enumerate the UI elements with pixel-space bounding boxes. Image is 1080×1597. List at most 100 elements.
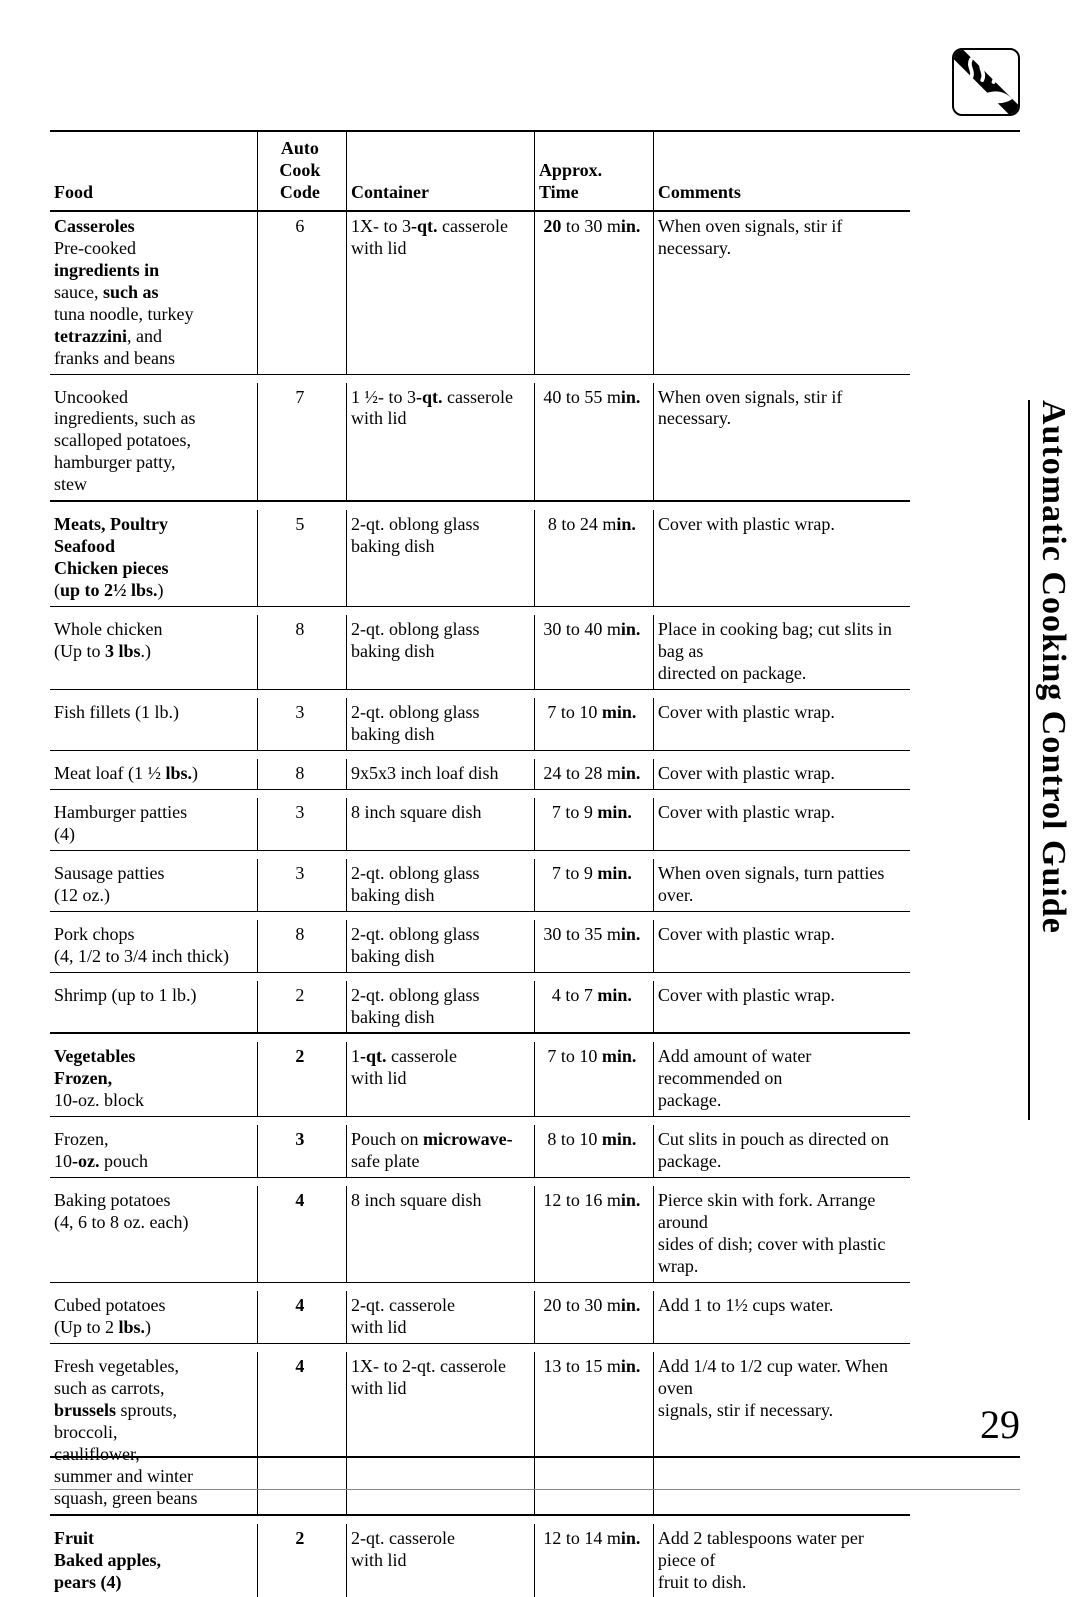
cell-code: 6 bbox=[257, 211, 346, 374]
cell-food: CasserolesPre-cookedingredients insauce,… bbox=[50, 211, 257, 374]
cooking-guide-table: Food Auto CookCode Container Approx. Tim… bbox=[50, 132, 910, 1597]
cell-container: 2-qt. oblong glassbaking dish bbox=[347, 920, 535, 972]
table-row: Cubed potatoes(Up to 2 lbs.)42-qt. casse… bbox=[50, 1291, 910, 1343]
steam-icon bbox=[952, 48, 1020, 116]
cell-comments: Add 2 tablespoons water per piece offrui… bbox=[653, 1524, 910, 1597]
cell-container: 2-qt. casserolewith lid bbox=[347, 1291, 535, 1343]
cell-code: 2 bbox=[257, 1524, 346, 1597]
cell-code: 3 bbox=[257, 698, 346, 750]
cell-comments: When oven signals, stir if necessary. bbox=[653, 383, 910, 502]
cell-code: 4 bbox=[257, 1291, 346, 1343]
cell-food: Uncookedingredients, such asscalloped po… bbox=[50, 383, 257, 502]
side-title: Automatic Cooking Control Guide bbox=[1034, 400, 1072, 934]
cell-code: 8 bbox=[257, 615, 346, 689]
cell-time: 7 to 9 min. bbox=[534, 859, 653, 911]
cell-code: 7 bbox=[257, 383, 346, 502]
cell-comments: Add 1/4 to 1/2 cup water. When ovensigna… bbox=[653, 1352, 910, 1515]
header-food: Food bbox=[50, 132, 257, 211]
table-row: Shrimp (up to 1 lb.)22-qt. oblong glassb… bbox=[50, 981, 910, 1034]
cell-time: 30 to 35 min. bbox=[534, 920, 653, 972]
cell-comments: Cover with plastic wrap. bbox=[653, 798, 910, 850]
cell-food: Cubed potatoes(Up to 2 lbs.) bbox=[50, 1291, 257, 1343]
cell-food: Meats, PoultrySeafoodChicken pieces(up t… bbox=[50, 510, 257, 606]
table-row: Meats, PoultrySeafoodChicken pieces(up t… bbox=[50, 510, 910, 606]
bottom-rule bbox=[50, 1456, 1020, 1458]
cell-code: 3 bbox=[257, 859, 346, 911]
cell-food: VegetablesFrozen,10-oz. block bbox=[50, 1042, 257, 1116]
cell-food: Fresh vegetables,such as carrots,brussel… bbox=[50, 1352, 257, 1515]
cell-container: 1-qt. casserolewith lid bbox=[347, 1042, 535, 1116]
table-row: Fresh vegetables,such as carrots,brussel… bbox=[50, 1352, 910, 1515]
cell-food: Hamburger patties(4) bbox=[50, 798, 257, 850]
side-divider bbox=[1028, 400, 1030, 1120]
cell-container: 1 ½- to 3-qt. casserolewith lid bbox=[347, 383, 535, 502]
table-row: FruitBaked apples,pears (4)22-qt. casser… bbox=[50, 1524, 910, 1597]
table-row: Fish fillets (1 lb.)32-qt. oblong glassb… bbox=[50, 698, 910, 750]
cell-comments: Place in cooking bag; cut slits in bag a… bbox=[653, 615, 910, 689]
cell-container: 2-qt. oblong glassbaking dish bbox=[347, 981, 535, 1034]
cell-container: 1X- to 2-qt. casserolewith lid bbox=[347, 1352, 535, 1515]
cell-code: 4 bbox=[257, 1186, 346, 1282]
cell-time: 7 to 10 min. bbox=[534, 698, 653, 750]
cell-container: 2-qt. oblong glassbaking dish bbox=[347, 698, 535, 750]
cell-container: 2-qt. oblong glassbaking dish bbox=[347, 859, 535, 911]
cell-comments: Pierce skin with fork. Arrange aroundsid… bbox=[653, 1186, 910, 1282]
cell-food: Meat loaf (1 ½ lbs.) bbox=[50, 759, 257, 789]
table-row: Sausage patties(12 oz.)32-qt. oblong gla… bbox=[50, 859, 910, 911]
table-row: Whole chicken(Up to 3 lbs.)82-qt. oblong… bbox=[50, 615, 910, 689]
cell-code: 4 bbox=[257, 1352, 346, 1515]
cell-time: 8 to 10 min. bbox=[534, 1125, 653, 1177]
cell-code: 2 bbox=[257, 1042, 346, 1116]
cell-time: 24 to 28 min. bbox=[534, 759, 653, 789]
header-container: Container bbox=[347, 132, 535, 211]
cell-container: 8 inch square dish bbox=[347, 798, 535, 850]
cell-food: Pork chops(4, 1/2 to 3/4 inch thick) bbox=[50, 920, 257, 972]
cell-container: 2-qt. casserolewith lid bbox=[347, 1524, 535, 1597]
cell-container: 2-qt. oblong glassbaking dish bbox=[347, 510, 535, 606]
cell-container: 2-qt. oblong glassbaking dish bbox=[347, 615, 535, 689]
cell-time: 20 to 30 min. bbox=[534, 1291, 653, 1343]
header-time: Approx. Time bbox=[534, 132, 653, 211]
cell-food: FruitBaked apples,pears (4) bbox=[50, 1524, 257, 1597]
cell-food: Frozen,10-oz. pouch bbox=[50, 1125, 257, 1177]
cell-comments: Cover with plastic wrap. bbox=[653, 510, 910, 606]
cell-comments: Cover with plastic wrap. bbox=[653, 698, 910, 750]
cell-container: 8 inch square dish bbox=[347, 1186, 535, 1282]
table-row: Hamburger patties(4)38 inch square dish7… bbox=[50, 798, 910, 850]
cell-food: Shrimp (up to 1 lb.) bbox=[50, 981, 257, 1034]
cell-container: 1X- to 3-qt. casserolewith lid bbox=[347, 211, 535, 374]
header-code: Auto CookCode bbox=[257, 132, 346, 211]
cell-time: 7 to 9 min. bbox=[534, 798, 653, 850]
cell-comments: Add amount of water recommended onpackag… bbox=[653, 1042, 910, 1116]
cell-time: 7 to 10 min. bbox=[534, 1042, 653, 1116]
cell-comments: Cover with plastic wrap. bbox=[653, 759, 910, 789]
cell-comments: When oven signals, turn patties over. bbox=[653, 859, 910, 911]
cell-comments: Cover with plastic wrap. bbox=[653, 920, 910, 972]
cell-time: 12 to 16 min. bbox=[534, 1186, 653, 1282]
cell-comments: Cover with plastic wrap. bbox=[653, 981, 910, 1034]
table-row: VegetablesFrozen,10-oz. block21-qt. cass… bbox=[50, 1042, 910, 1116]
cell-time: 20 to 30 min. bbox=[534, 211, 653, 374]
table-row: CasserolesPre-cookedingredients insauce,… bbox=[50, 211, 910, 374]
header-comments: Comments bbox=[653, 132, 910, 211]
cell-container: Pouch on microwave-safe plate bbox=[347, 1125, 535, 1177]
cell-code: 3 bbox=[257, 798, 346, 850]
cell-comments: Cut slits in pouch as directed onpackage… bbox=[653, 1125, 910, 1177]
cell-container: 9x5x3 inch loaf dish bbox=[347, 759, 535, 789]
cell-code: 8 bbox=[257, 759, 346, 789]
cell-comments: When oven signals, stir if necessary. bbox=[653, 211, 910, 374]
table-row: Uncookedingredients, such asscalloped po… bbox=[50, 383, 910, 502]
table-row: Baking potatoes(4, 6 to 8 oz. each)48 in… bbox=[50, 1186, 910, 1282]
cell-time: 8 to 24 min. bbox=[534, 510, 653, 606]
table-row: Pork chops(4, 1/2 to 3/4 inch thick)82-q… bbox=[50, 920, 910, 972]
cell-code: 8 bbox=[257, 920, 346, 972]
cell-food: Whole chicken(Up to 3 lbs.) bbox=[50, 615, 257, 689]
cell-time: 30 to 40 min. bbox=[534, 615, 653, 689]
cell-code: 5 bbox=[257, 510, 346, 606]
cell-food: Baking potatoes(4, 6 to 8 oz. each) bbox=[50, 1186, 257, 1282]
table-row: Meat loaf (1 ½ lbs.)89x5x3 inch loaf dis… bbox=[50, 759, 910, 789]
cell-code: 3 bbox=[257, 1125, 346, 1177]
scan-line bbox=[50, 1489, 1020, 1490]
cell-code: 2 bbox=[257, 981, 346, 1034]
cell-time: 4 to 7 min. bbox=[534, 981, 653, 1034]
